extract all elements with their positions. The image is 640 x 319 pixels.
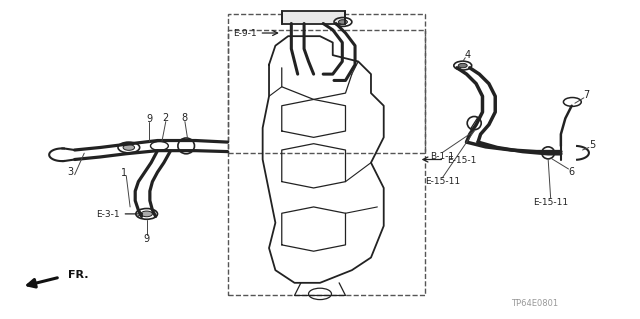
Text: 9: 9 [146,114,152,124]
Text: E-15-1: E-15-1 [447,156,477,165]
Text: 1: 1 [121,168,127,178]
Text: B-1-1: B-1-1 [430,152,454,161]
Circle shape [458,63,467,68]
Text: 2: 2 [163,113,169,123]
Bar [228,14,425,153]
Text: 3: 3 [67,167,73,177]
Text: FR.: FR. [68,270,89,280]
Text: 7: 7 [583,90,589,100]
Text: E-15-11: E-15-11 [533,198,568,207]
Text: E-9-1: E-9-1 [233,28,256,38]
FancyBboxPatch shape [282,11,346,24]
Text: 9: 9 [143,234,150,244]
Circle shape [339,20,348,24]
Circle shape [141,211,152,217]
Circle shape [123,145,134,150]
Text: 6: 6 [569,167,575,177]
Text: 5: 5 [589,140,596,150]
Bar [228,30,425,295]
Text: E-3-1: E-3-1 [95,210,119,219]
Text: TP64E0801: TP64E0801 [511,299,558,308]
Text: 4: 4 [465,49,471,60]
Text: 8: 8 [182,113,188,123]
Text: E-15-11: E-15-11 [425,177,460,186]
